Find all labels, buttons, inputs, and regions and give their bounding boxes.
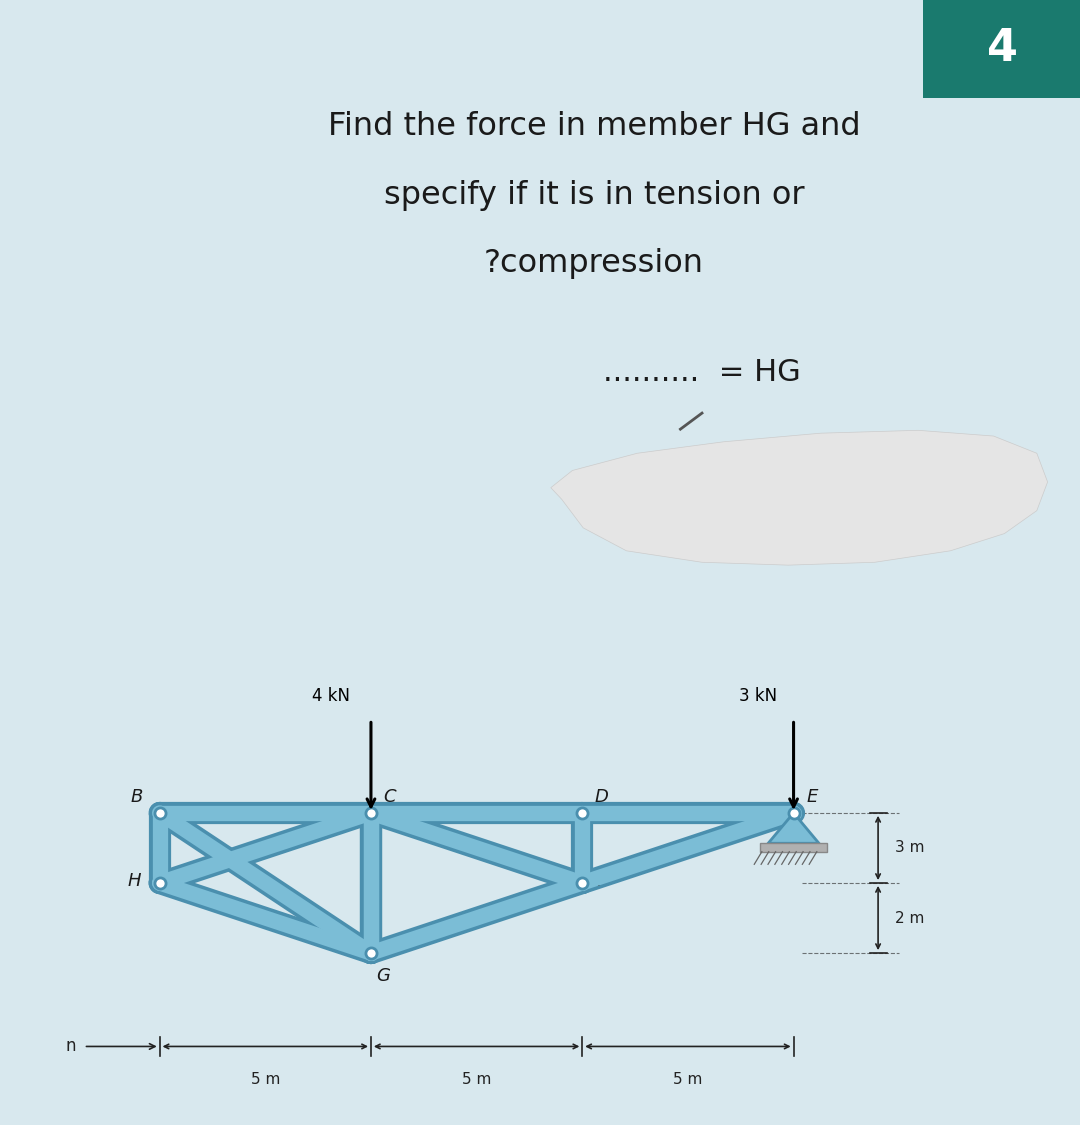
Text: G: G bbox=[377, 968, 391, 986]
Polygon shape bbox=[551, 430, 1048, 565]
Text: 4: 4 bbox=[987, 27, 1017, 70]
Text: 2 m: 2 m bbox=[895, 910, 924, 926]
Text: C: C bbox=[383, 788, 396, 806]
Text: 3 kN: 3 kN bbox=[739, 687, 777, 705]
Text: 3 m: 3 m bbox=[895, 840, 924, 855]
Text: 5 m: 5 m bbox=[251, 1072, 280, 1087]
Text: 5 m: 5 m bbox=[462, 1072, 491, 1087]
FancyBboxPatch shape bbox=[759, 844, 827, 852]
Polygon shape bbox=[768, 813, 819, 844]
Text: H: H bbox=[127, 872, 141, 890]
Text: 5 m: 5 m bbox=[673, 1072, 703, 1087]
Text: E: E bbox=[807, 788, 819, 806]
Text: specify if it is in tension or: specify if it is in tension or bbox=[383, 180, 805, 210]
Text: F: F bbox=[596, 872, 607, 890]
Text: ..........  = HG: .......... = HG bbox=[603, 359, 801, 387]
Text: ?compression: ?compression bbox=[484, 249, 704, 279]
Text: B: B bbox=[131, 788, 143, 806]
Text: n: n bbox=[66, 1037, 77, 1055]
Text: 4 kN: 4 kN bbox=[312, 687, 350, 705]
FancyBboxPatch shape bbox=[923, 0, 1080, 98]
Text: Find the force in member HG and: Find the force in member HG and bbox=[327, 110, 861, 142]
Text: D: D bbox=[594, 788, 608, 806]
